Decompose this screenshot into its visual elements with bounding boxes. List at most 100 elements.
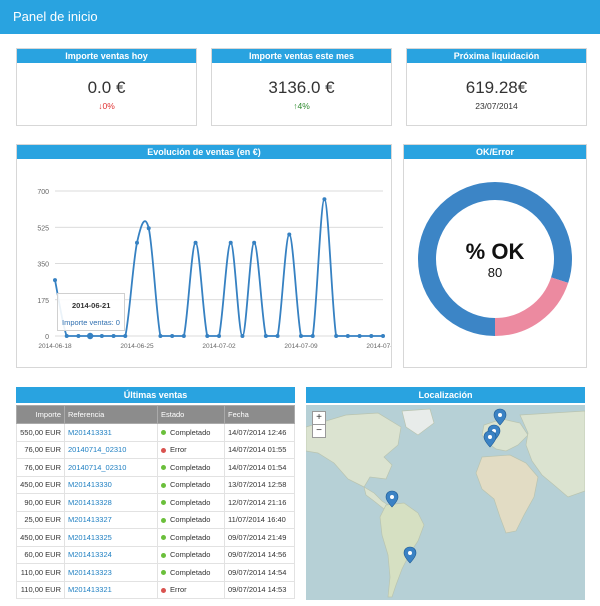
data-point xyxy=(170,334,175,338)
kpi-sales-month: Importe ventas este mes 3136.0 € ↑4% xyxy=(211,48,392,126)
table-row[interactable]: 550,00 EUR M201413331 Completado 14/07/2014… xyxy=(16,423,295,442)
column-status[interactable]: Estado xyxy=(157,405,225,424)
status-dot-icon xyxy=(161,587,166,593)
cell-date: 13/07/2014 12:58 xyxy=(224,475,295,494)
x-tick-label: 2014-06-18 xyxy=(38,343,72,350)
sales-table-header: Últimas ventas xyxy=(16,387,295,403)
status-dot-icon xyxy=(161,552,166,558)
map-panel[interactable]: + − xyxy=(306,405,585,600)
table-row[interactable]: 76,00 EUR 20140714_02310 Completado 14/07/2… xyxy=(16,458,295,477)
status-dot-icon xyxy=(161,430,166,436)
cell-reference-link[interactable]: 20140714_02310 xyxy=(64,458,158,477)
cell-reference-link[interactable]: M201413323 xyxy=(64,563,158,582)
map-landmass-greenland xyxy=(401,408,435,436)
data-point xyxy=(111,334,116,338)
data-point xyxy=(240,334,245,338)
data-point xyxy=(228,240,233,245)
status-dot-icon xyxy=(161,482,166,488)
data-point xyxy=(345,334,350,338)
cell-amount: 25,00 EUR xyxy=(16,510,65,529)
data-point xyxy=(86,332,94,340)
data-point xyxy=(135,240,139,245)
cell-date: 09/07/2014 14:56 xyxy=(224,545,295,564)
cell-reference-link[interactable]: M201413331 xyxy=(64,423,158,442)
world-map[interactable] xyxy=(306,405,585,600)
kpi-sales-today-change-value: 0% xyxy=(102,101,115,111)
map-landmass-south-america xyxy=(379,502,425,598)
ok-error-header: OK/Error xyxy=(404,145,586,159)
cell-reference-link[interactable]: M201413328 xyxy=(64,493,158,512)
kpi-sales-today-value: 0.0 € xyxy=(87,78,126,97)
map-marker-south-america-2[interactable] xyxy=(403,546,417,564)
cell-status-label: Error xyxy=(170,445,187,455)
cell-status-label: Completado xyxy=(170,497,211,507)
status-dot-icon xyxy=(161,535,166,541)
zoom-out-button[interactable]: − xyxy=(312,424,326,438)
table-row[interactable]: 76,00 EUR 20140714_02310 Error 14/07/2014 0… xyxy=(16,440,295,459)
data-point xyxy=(334,334,339,338)
data-point xyxy=(146,226,151,231)
cell-status-label: Error xyxy=(170,585,187,595)
cell-status: Error xyxy=(157,580,225,599)
data-point xyxy=(181,334,186,338)
status-dot-icon xyxy=(161,500,166,506)
chart-tooltip-text: Importe ventas: 0 xyxy=(62,318,120,327)
arrow-down-icon: ↓ xyxy=(98,101,103,111)
donut-slice-error xyxy=(418,182,572,336)
cell-amount: 90,00 EUR xyxy=(16,493,65,512)
cell-amount: 60,00 EUR xyxy=(16,545,65,564)
kpi-sales-month-change-value: 4% xyxy=(297,101,310,111)
data-point xyxy=(217,334,221,338)
data-point xyxy=(99,334,104,338)
ok-label: % OK xyxy=(465,239,525,264)
cell-amount: 76,00 EUR xyxy=(16,440,65,459)
table-row[interactable]: 450,00 EUR M201413330 Completado 13/07/2014… xyxy=(16,475,295,494)
map-marker-spain-3[interactable] xyxy=(483,430,497,448)
x-tick-label: 2014-07-16 xyxy=(366,343,391,350)
chart-tooltip: 2014-06-21 Importe ventas: 0 xyxy=(57,293,125,331)
chart-tooltip-date: 2014-06-21 xyxy=(72,301,111,310)
cell-reference-link[interactable]: M201413324 xyxy=(64,545,158,564)
y-tick-label: 525 xyxy=(37,225,49,232)
column-date[interactable]: Fecha xyxy=(224,405,295,424)
cell-reference-link[interactable]: 20140714_02310 xyxy=(64,440,158,459)
cell-date: 12/07/2014 21:16 xyxy=(224,493,295,512)
ok-value: 80 xyxy=(487,265,503,280)
table-row[interactable]: 110,00 EUR M201413323 Completado 09/07/2014… xyxy=(16,563,295,582)
table-row[interactable]: 110,00 EUR M201413321 Error 09/07/2014 14:5… xyxy=(16,580,295,599)
cell-status-label: Completado xyxy=(170,550,211,560)
zoom-in-button[interactable]: + xyxy=(312,411,326,425)
kpi-sales-today-change: ↓0% xyxy=(17,101,196,111)
ok-error-panel: OK/Error % OK 80 xyxy=(403,144,587,368)
sales-chart-header: Evolución de ventas (en €) xyxy=(17,145,391,159)
table-row[interactable]: 60,00 EUR M201413324 Completado 09/07/2014 … xyxy=(16,545,295,564)
data-point xyxy=(64,334,69,338)
cell-status: Error xyxy=(157,440,225,459)
cell-amount: 110,00 EUR xyxy=(16,580,65,599)
column-amount[interactable]: Importe xyxy=(16,405,65,424)
cell-status: Completado xyxy=(157,545,225,564)
x-tick-label: 2014-07-09 xyxy=(284,343,318,350)
cell-reference-link[interactable]: M201413321 xyxy=(64,580,158,599)
status-dot-icon xyxy=(161,517,166,523)
kpi-next-settlement-header: Próxima liquidación xyxy=(407,49,586,63)
table-row[interactable]: 450,00 EUR M201413325 Completado 09/07/2014… xyxy=(16,528,295,547)
map-landmass-central-america xyxy=(363,486,389,510)
ok-error-donut xyxy=(418,182,572,336)
sales-chart-panel: Evolución de ventas (en €) 0 175 350 525 700… xyxy=(16,144,392,368)
cell-reference-link[interactable]: M201413330 xyxy=(64,475,158,494)
map-marker-south-america-1[interactable] xyxy=(385,490,399,508)
cell-status-label: Completado xyxy=(170,532,211,542)
table-row[interactable]: 90,00 EUR M201413328 Completado 12/07/2014 … xyxy=(16,493,295,512)
cell-reference-link[interactable]: M201413325 xyxy=(64,528,158,547)
column-reference[interactable]: Referencia xyxy=(64,405,158,424)
table-row[interactable]: 25,00 EUR M201413327 Completado 11/07/2014 … xyxy=(16,510,295,529)
cell-date: 11/07/2014 16:40 xyxy=(224,510,295,529)
data-point xyxy=(158,334,163,338)
cell-status-label: Completado xyxy=(170,480,211,490)
data-point xyxy=(205,334,210,338)
cell-reference-link[interactable]: M201413327 xyxy=(64,510,158,529)
map-marker-spain-1[interactable] xyxy=(493,408,507,426)
sales-table: Importe Referencia Estado Fecha 550,00 E… xyxy=(16,405,295,599)
data-point xyxy=(53,278,57,283)
